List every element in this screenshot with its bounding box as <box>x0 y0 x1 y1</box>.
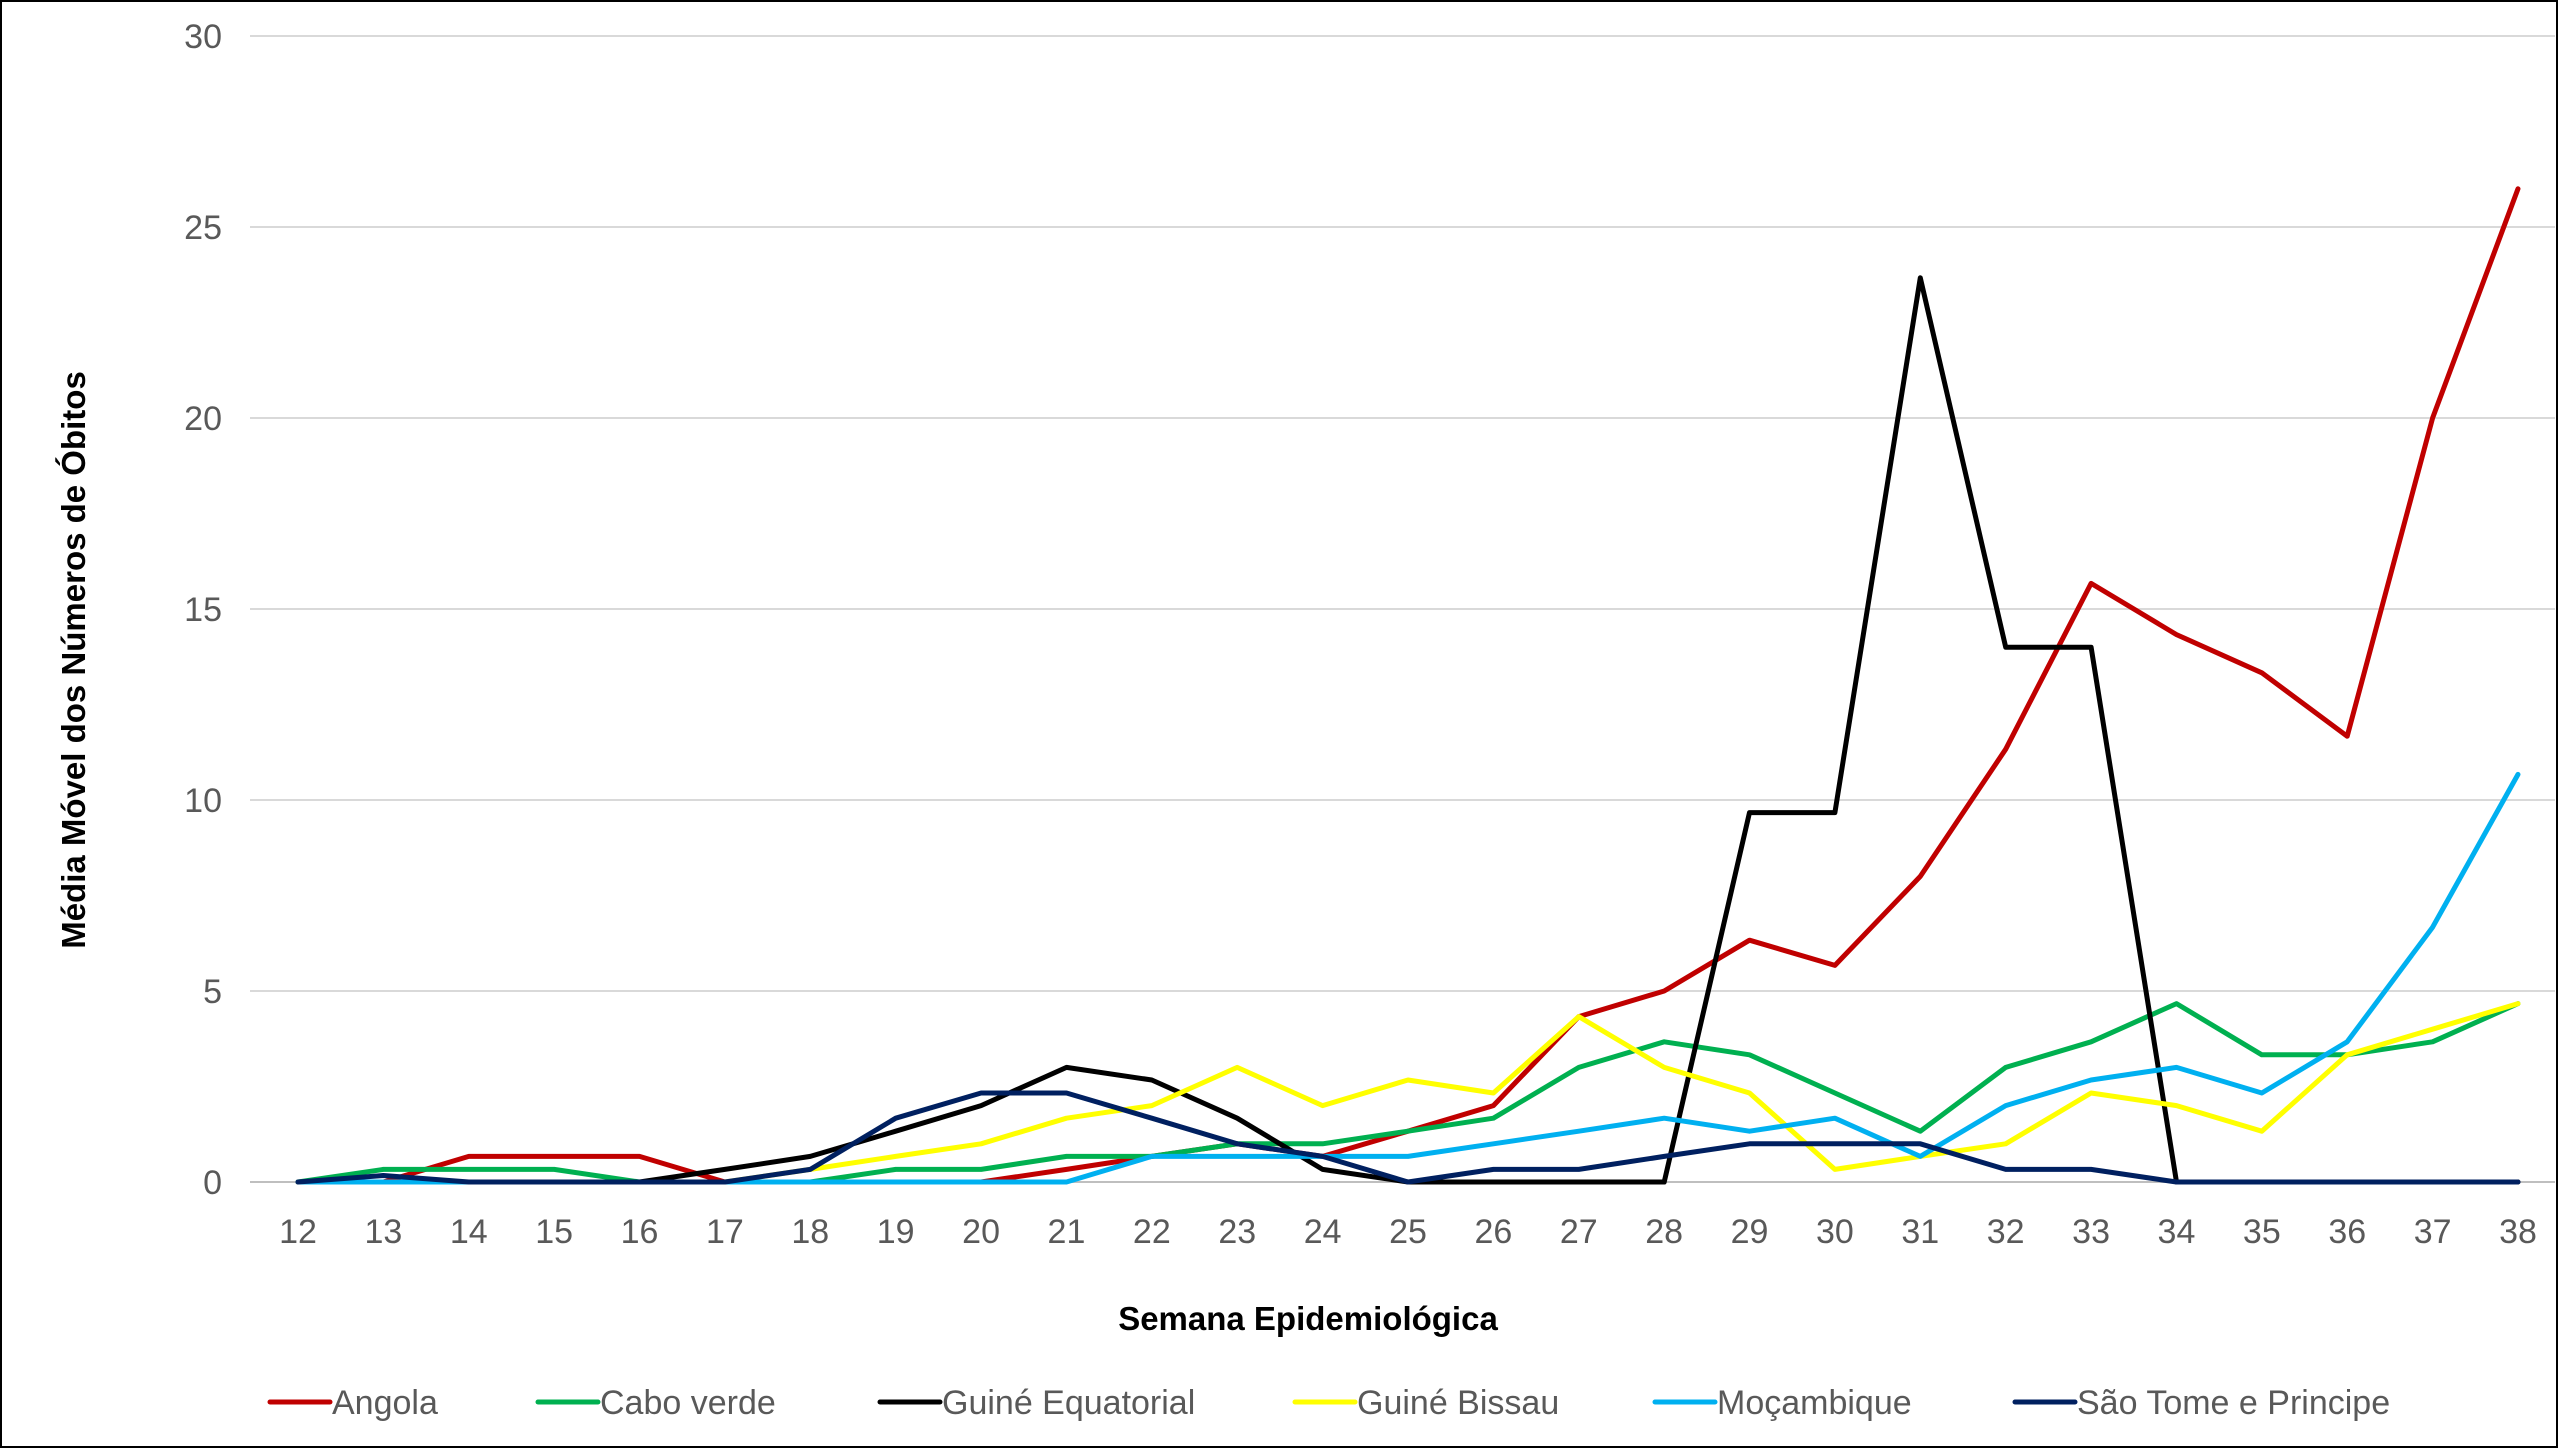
legend: Angola Cabo verde Guiné Equatorial Guiné Bi… <box>267 1384 2390 1422</box>
legend-item: Cabo verde <box>535 1384 776 1422</box>
x-tick-label: 37 <box>2414 1213 2452 1251</box>
x-tick-label: 18 <box>791 1213 829 1251</box>
legend-label: Guiné Bissau <box>1357 1384 1559 1422</box>
legend-item: Guiné Bissau <box>1292 1384 1559 1422</box>
x-tick-label: 21 <box>1048 1213 1086 1251</box>
x-tick-label: 16 <box>621 1213 659 1251</box>
legend-label: São Tome e Principe <box>2077 1384 2390 1422</box>
x-tick-label: 26 <box>1474 1213 1512 1251</box>
x-tick-label: 15 <box>535 1213 573 1251</box>
series-line-4 <box>295 771 2521 1185</box>
legend-item: Angola <box>267 1384 438 1422</box>
series-line-5 <box>295 1090 2521 1185</box>
x-tick-label: 34 <box>2158 1213 2196 1251</box>
y-tick-label: 25 <box>184 209 222 247</box>
x-tick-label: 17 <box>706 1213 744 1251</box>
x-tick-label: 22 <box>1133 1213 1171 1251</box>
x-tick-label: 25 <box>1389 1213 1427 1251</box>
x-tick-label: 36 <box>2328 1213 2366 1251</box>
legend-label: Guiné Equatorial <box>942 1384 1195 1422</box>
y-tick-label: 0 <box>203 1164 222 1202</box>
legend-label: Cabo verde <box>600 1384 776 1422</box>
y-tick-label: 20 <box>184 400 222 438</box>
legend-item: Guiné Equatorial <box>877 1384 1195 1422</box>
x-axis-ticks: 12 13 14 15 16 17 18 19 20 21 22 23 24 25 26 27 28 29 30 31… <box>279 1213 2537 1251</box>
x-tick-label: 12 <box>279 1213 317 1251</box>
x-tick-label: 31 <box>1901 1213 1939 1251</box>
legend-label: Moçambique <box>1717 1384 1912 1422</box>
y-tick-label: 15 <box>184 591 222 629</box>
y-tick-label: 30 <box>184 18 222 56</box>
series-line-2 <box>295 275 2521 1185</box>
series-line-0 <box>295 186 2521 1185</box>
y-tick-label: 10 <box>184 782 222 820</box>
x-tick-label: 28 <box>1645 1213 1683 1251</box>
x-tick-label: 19 <box>877 1213 915 1251</box>
legend-label: Angola <box>332 1384 438 1422</box>
x-tick-label: 29 <box>1731 1213 1769 1251</box>
x-tick-label: 30 <box>1816 1213 1854 1251</box>
y-axis-title: Média Móvel dos Números de Óbitos <box>55 371 92 949</box>
legend-item: São Tome e Principe <box>2012 1384 2390 1422</box>
x-tick-label: 32 <box>1987 1213 2025 1251</box>
x-tick-label: 14 <box>450 1213 488 1251</box>
x-tick-label: 24 <box>1304 1213 1342 1251</box>
x-tick-label: 33 <box>2072 1213 2110 1251</box>
x-tick-label: 23 <box>1218 1213 1256 1251</box>
x-axis-title: Semana Epidemiológica <box>1118 1300 1498 1337</box>
x-tick-label: 20 <box>962 1213 1000 1251</box>
x-tick-label: 27 <box>1560 1213 1598 1251</box>
y-axis-ticks: 0 5 10 15 20 25 30 <box>184 18 222 1202</box>
legend-item: Moçambique <box>1652 1384 1912 1422</box>
gridlines <box>250 35 2555 1183</box>
y-tick-label: 5 <box>203 973 222 1011</box>
series-lines <box>295 186 2521 1185</box>
x-tick-label: 13 <box>364 1213 402 1251</box>
x-tick-label: 35 <box>2243 1213 2281 1251</box>
x-tick-label: 38 <box>2499 1213 2537 1251</box>
